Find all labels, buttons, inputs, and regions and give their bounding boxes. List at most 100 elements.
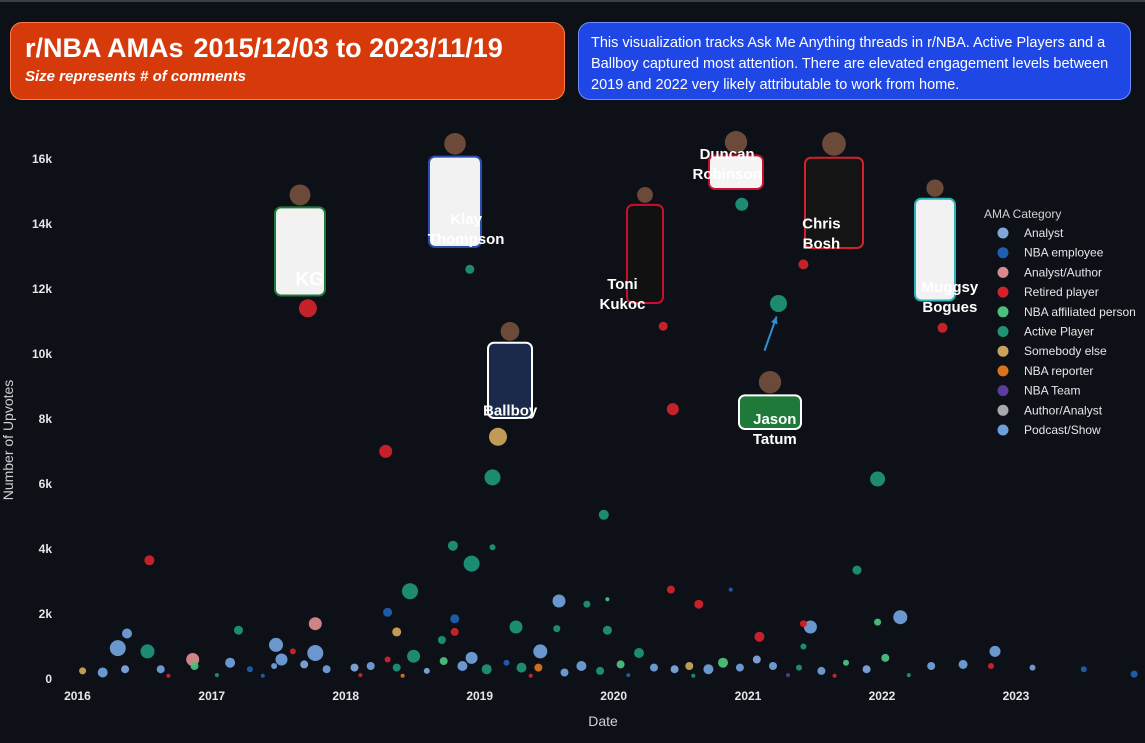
data-point-retired-player <box>450 627 459 636</box>
data-point-active-player <box>392 663 401 672</box>
data-point-nba-team <box>786 673 790 678</box>
data-point-retired-player <box>379 444 393 458</box>
data-point-podcast-show <box>465 651 478 664</box>
data-point-active-player <box>596 666 605 675</box>
data-point-podcast-show <box>989 645 1001 657</box>
chris-bosh-portrait <box>804 132 864 249</box>
data-point-podcast-show <box>269 637 283 652</box>
data-point-analyst <box>423 667 430 674</box>
annotations: KG Klay Thompson Ballboy Toni Kukoc Duncan Robi… <box>296 146 979 448</box>
klay-thompson-portrait <box>428 133 482 249</box>
page-subtitle: Size represents # of comments <box>25 68 246 85</box>
annotation-label: Muggsy Bogues <box>922 279 979 316</box>
data-point-nba-employee <box>728 587 733 592</box>
portrait-jersey <box>428 155 482 249</box>
x-tick-label: 2018 <box>332 689 359 703</box>
portrait-head <box>758 371 782 394</box>
title-dates: 2015/12/03 to 2023/11/19 <box>193 33 503 63</box>
data-point-nba-affiliated-person <box>881 653 890 662</box>
data-point-nba-employee <box>503 659 510 666</box>
data-point-active-player <box>437 636 446 644</box>
data-point-nba-employee <box>1080 666 1087 673</box>
data-point-podcast-show <box>271 663 278 669</box>
data-point-analyst <box>670 665 679 674</box>
data-point-nba-affiliated-person <box>874 618 882 626</box>
data-point-retired-player <box>798 259 809 270</box>
x-tick-label: 2020 <box>600 689 627 703</box>
data-point-retired-player <box>754 631 765 642</box>
data-point-retired-player <box>694 599 704 609</box>
data-point-podcast-show <box>958 659 968 669</box>
title-text: r/NBA AMAs <box>25 33 184 63</box>
legend-swatch-nba-team <box>997 385 1009 397</box>
data-point-active-player <box>906 673 911 678</box>
portrait-jersey <box>487 341 533 419</box>
data-point-analyst <box>121 665 130 674</box>
portrait-jersey <box>738 394 802 431</box>
muggsy-bogues-portrait <box>914 179 956 302</box>
portrait-jersey <box>708 154 764 191</box>
x-tick-label: 2021 <box>735 689 762 703</box>
annotation-label: Toni Kukoc <box>600 276 646 313</box>
ballboy-portrait <box>487 322 533 419</box>
data-point-podcast-show <box>650 663 658 672</box>
portrait-jersey <box>914 197 956 302</box>
annotation-label: Ballboy <box>483 403 538 420</box>
axes: 0 2k 4k 6k 8k 10k 12k 14k 16k 2016 2017 2018 2019 202… <box>0 152 1030 729</box>
data-points <box>79 197 1138 678</box>
data-point-retired-player <box>528 673 533 678</box>
data-point-active-player <box>598 509 609 520</box>
data-point-retired-player <box>358 673 363 678</box>
x-tick-label: 2022 <box>869 689 896 703</box>
data-point-retired-player <box>666 403 679 416</box>
legend-label-retired-player: Retired player <box>1024 285 1099 299</box>
legend-label-nba-reporter: NBA reporter <box>1024 364 1093 378</box>
data-point-active-player <box>463 555 480 572</box>
data-point-active-player <box>691 673 696 678</box>
data-point-podcast-show <box>552 594 566 608</box>
data-point-somebody-else <box>392 627 402 637</box>
data-point-nba-affiliated-person <box>616 660 625 669</box>
data-point-retired-player <box>988 663 994 669</box>
data-point-podcast-show <box>366 662 375 670</box>
kg-portrait <box>274 184 326 297</box>
annotation-label: Duncan Robinson <box>693 146 762 183</box>
data-point-nba-affiliated-person <box>843 659 849 666</box>
legend-label-podcast-show: Podcast/Show <box>1024 423 1101 437</box>
data-point-podcast-show <box>533 644 548 659</box>
data-point-podcast-show <box>1029 664 1036 671</box>
y-axis-title: Number of Upvotes <box>0 380 16 501</box>
legend-label-active-player: Active Player <box>1024 325 1094 339</box>
data-point-analyst <box>752 655 761 664</box>
legend-title: AMA Category <box>984 207 1061 221</box>
annotation-label: KG <box>296 270 325 291</box>
data-point-active-player <box>484 469 501 486</box>
data-point-retired-player <box>666 585 675 594</box>
data-point-active-player <box>447 540 458 551</box>
portrait-jersey <box>274 206 326 297</box>
legend-swatch-active-player <box>997 326 1009 337</box>
data-point-retired-player <box>832 673 837 678</box>
x-tick-label: 2019 <box>466 689 493 703</box>
data-point-podcast-show <box>893 610 908 625</box>
annotation-label: Chris Bosh <box>802 216 840 253</box>
legend: AMA Category Analyst NBA employee Analyst/A… <box>984 207 1136 437</box>
data-point-nba-reporter <box>534 663 543 672</box>
x-tick-label: 2023 <box>1003 689 1030 703</box>
data-point-nba-affiliated-person <box>605 597 610 602</box>
portraits <box>274 131 956 431</box>
data-point-podcast-show <box>109 640 126 657</box>
data-point-podcast-show <box>769 662 777 670</box>
data-point-analyst <box>300 660 309 669</box>
legend-label-nba-employee: NBA employee <box>1024 246 1104 260</box>
legend-swatch-analyst <box>997 227 1009 239</box>
legend-swatch-nba-employee <box>997 247 1009 259</box>
data-point-active-player <box>214 673 219 678</box>
data-point-retired-player <box>144 555 155 566</box>
arrow-head <box>770 316 778 325</box>
data-point-podcast-show <box>307 645 324 661</box>
data-point-retired-player <box>658 321 668 331</box>
data-point-nba-employee <box>260 673 265 678</box>
portrait-head <box>926 179 944 197</box>
y-tick-label: 8k <box>39 412 53 426</box>
